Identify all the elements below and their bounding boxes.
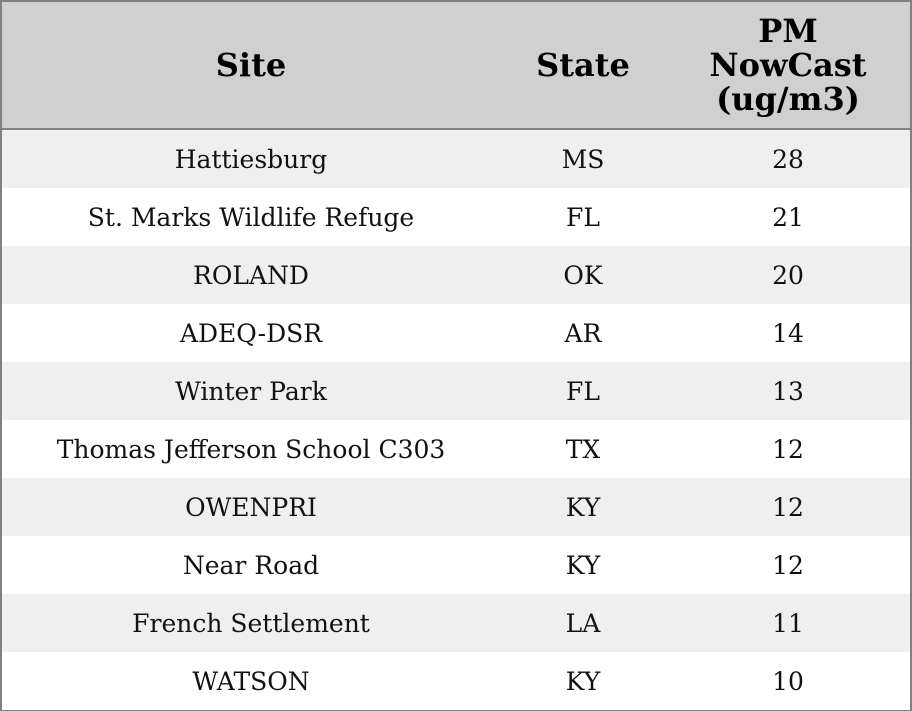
site-cell: ADEQ-DSR xyxy=(2,304,500,362)
state-cell: KY xyxy=(500,652,666,710)
value-cell: 10 xyxy=(666,652,910,710)
header-text: PM NowCast (ug/m3) xyxy=(709,12,867,118)
site-cell: French Settlement xyxy=(2,594,500,652)
state-cell: MS xyxy=(500,129,666,188)
state-cell: FL xyxy=(500,362,666,420)
state-cell: KY xyxy=(500,536,666,594)
site-cell: Thomas Jefferson School C303 xyxy=(2,420,500,478)
value-cell: 12 xyxy=(666,478,910,536)
table-row: WATSON KY 10 xyxy=(2,652,910,710)
site-cell: Near Road xyxy=(2,536,500,594)
site-cell: ROLAND xyxy=(2,246,500,304)
value-cell: 11 xyxy=(666,594,910,652)
site-cell: Winter Park xyxy=(2,362,500,420)
state-cell: LA xyxy=(500,594,666,652)
site-cell: WATSON xyxy=(2,652,500,710)
value-cell: 12 xyxy=(666,536,910,594)
header-cell: Site xyxy=(2,2,500,130)
state-cell: OK xyxy=(500,246,666,304)
table-body: Hattiesburg MS 28 St. Marks Wildlife Refuge… xyxy=(2,129,910,710)
table-row: St. Marks Wildlife Refuge FL 21 xyxy=(2,188,910,246)
value-cell: 14 xyxy=(666,304,910,362)
table-row: Near Road KY 12 xyxy=(2,536,910,594)
value-cell: 13 xyxy=(666,362,910,420)
state-cell: FL xyxy=(500,188,666,246)
state-cell: AR xyxy=(500,304,666,362)
header-row: Site State PM NowCast (ug/m3) xyxy=(2,2,910,130)
value-cell: 21 xyxy=(666,188,910,246)
table-row: French Settlement LA 11 xyxy=(2,594,910,652)
header-text: Site xyxy=(215,46,287,84)
header-text: State xyxy=(536,46,630,84)
table-row: ROLAND OK 20 xyxy=(2,246,910,304)
header-cell: PM NowCast (ug/m3) xyxy=(666,2,910,130)
header-cell: State xyxy=(500,2,666,130)
state-cell: TX xyxy=(500,420,666,478)
table-row: Winter Park FL 13 xyxy=(2,362,910,420)
value-cell: 12 xyxy=(666,420,910,478)
site-cell: Hattiesburg xyxy=(2,129,500,188)
table-row: Thomas Jefferson School C303 TX 12 xyxy=(2,420,910,478)
site-cell: St. Marks Wildlife Refuge xyxy=(2,188,500,246)
site-cell: OWENPRI xyxy=(2,478,500,536)
table-row: ADEQ-DSR AR 14 xyxy=(2,304,910,362)
table-row: Hattiesburg MS 28 xyxy=(2,129,910,188)
state-cell: KY xyxy=(500,478,666,536)
value-cell: 20 xyxy=(666,246,910,304)
table-row: OWENPRI KY 12 xyxy=(2,478,910,536)
value-cell: 28 xyxy=(666,129,910,188)
